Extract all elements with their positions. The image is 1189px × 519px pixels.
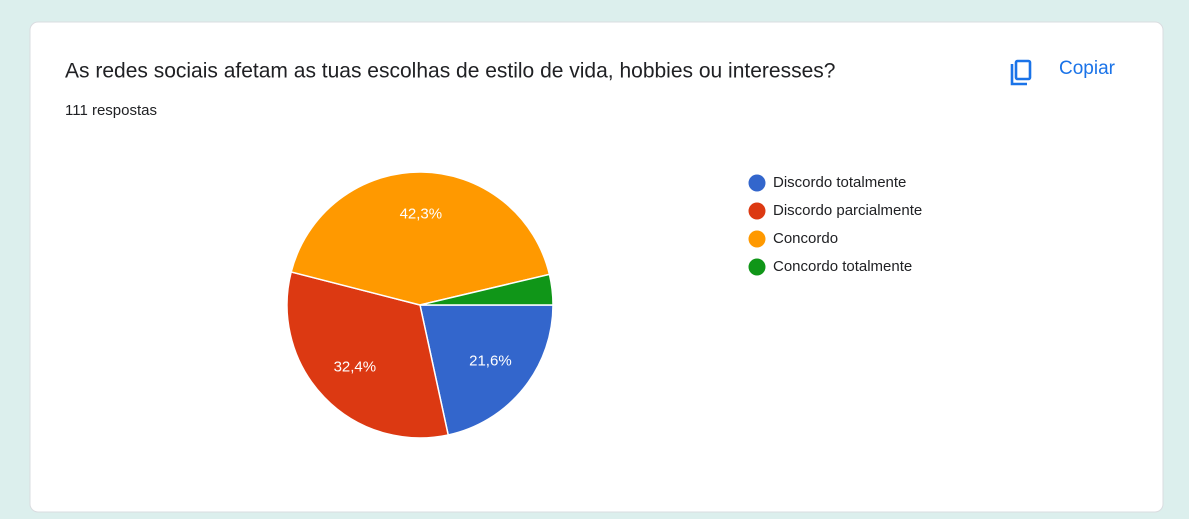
slice-label: 32,4% [334, 359, 377, 376]
legend-swatch [748, 258, 766, 276]
legend-label: Concordo [773, 230, 838, 247]
response-count: 111 respostas [65, 102, 157, 119]
copy-button[interactable]: Copiar [1010, 58, 1116, 86]
legend-label: Discordo parcialmente [773, 202, 922, 219]
pie-slice [286, 271, 450, 439]
legend-swatch [748, 174, 766, 192]
copy-icon [1014, 59, 1032, 81]
legend-label: Concordo totalmente [773, 258, 912, 275]
question-title: As redes sociais afetam as tuas escolhas… [65, 60, 835, 83]
copy-label[interactable]: Copiar [1059, 58, 1116, 79]
copy-icon-back [1010, 64, 1027, 86]
pie-chart: 21,6% 32,4% 42,3% Discordo totalmente Discor… [286, 171, 922, 439]
slice-label: 21,6% [469, 353, 512, 370]
pie-slice [419, 273, 554, 306]
legend-label: Discordo totalmente [773, 174, 906, 191]
legend-swatch [748, 230, 766, 248]
card [29, 21, 1164, 513]
slice-label: 42,3% [400, 206, 443, 223]
legend-swatch [748, 202, 766, 220]
pie-slice [290, 171, 551, 306]
pie-slice [419, 304, 554, 436]
